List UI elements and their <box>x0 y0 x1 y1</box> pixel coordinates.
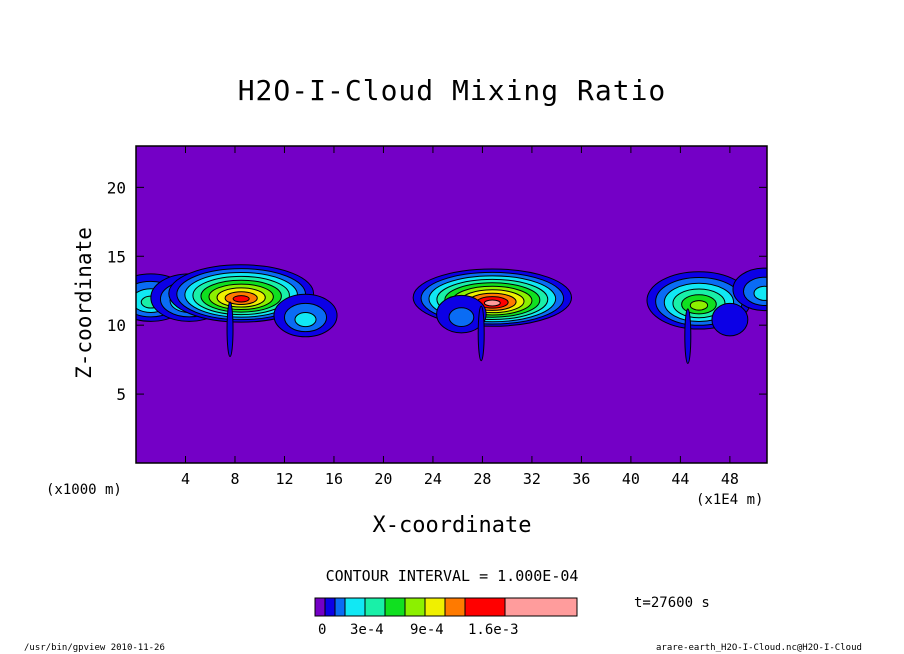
cloud-streak <box>226 301 234 358</box>
colorbar-swatch <box>384 597 406 617</box>
x-unit-label: (x1000 m) <box>46 482 122 498</box>
contour-band <box>711 302 749 337</box>
chart-title: H2O-I-Cloud Mixing Ratio <box>237 74 667 107</box>
colorbar-swatch <box>404 597 426 617</box>
y-tick-label: 20 <box>107 178 126 197</box>
streak-layer <box>226 301 692 364</box>
y-tick-label: 15 <box>107 247 126 266</box>
x-scale-label: (x1E4 m) <box>696 492 764 508</box>
y-axis-label: Z-coordinate <box>72 227 96 379</box>
contour-band <box>294 311 317 328</box>
footer-left: /usr/bin/gpview 2010-11-26 <box>24 643 165 653</box>
x-tick-label: 4 <box>181 470 190 488</box>
x-tick-label: 36 <box>572 470 590 488</box>
footer-right: arare-earth_H2O-I-Cloud.nc@H2O-I-Cloud <box>656 643 862 653</box>
cloud-streak <box>477 305 485 362</box>
colorbar-swatch <box>444 597 466 617</box>
colorbar-swatch <box>344 597 366 617</box>
y-axis: 5 10 15 20 <box>107 178 767 404</box>
colorbar-label: 0 <box>318 622 326 638</box>
plot-frame <box>135 145 768 464</box>
x-tick-label: 32 <box>523 470 541 488</box>
x-tick-label: 48 <box>721 470 739 488</box>
x-tick-label: 40 <box>622 470 640 488</box>
colorbar-swatch <box>364 597 386 617</box>
contour-interval-label: CONTOUR INTERVAL = 1.000E-04 <box>325 567 579 585</box>
contour-band <box>483 299 501 307</box>
time-label: t=27600 s <box>634 595 710 611</box>
colorbar-swatch <box>324 597 336 617</box>
contour-band <box>448 307 475 328</box>
contour-band <box>753 285 767 301</box>
x-tick-label: 8 <box>230 470 239 488</box>
colorbar-swatch <box>464 597 506 617</box>
colorbar-swatch <box>314 597 326 617</box>
colorbar-label: 3e-4 <box>350 622 384 638</box>
y-tick-label: 5 <box>116 385 126 404</box>
colorbar-swatch <box>424 597 446 617</box>
cloud-streak <box>684 308 692 364</box>
x-tick-label: 24 <box>424 470 442 488</box>
x-tick-label: 12 <box>275 470 293 488</box>
x-axis: 4 8 12 16 20 24 28 32 36 40 44 48 <box>181 146 739 488</box>
colorbar-swatch <box>504 597 578 617</box>
x-tick-label: 28 <box>473 470 491 488</box>
colorbar-label: 9e-4 <box>410 622 444 638</box>
contour-band <box>689 300 709 311</box>
x-tick-label: 44 <box>671 470 689 488</box>
contour-band <box>232 295 250 303</box>
x-tick-label: 20 <box>374 470 392 488</box>
colorbar-label: 1.6e-3 <box>468 622 519 638</box>
colorbar-swatch <box>334 597 346 617</box>
y-tick-label: 10 <box>107 316 126 335</box>
colorbar: 0 3e-4 9e-4 1.6e-3 <box>314 597 578 638</box>
contour-layer <box>136 264 767 338</box>
x-tick-label: 16 <box>325 470 343 488</box>
x-axis-label: X-coordinate <box>372 513 532 538</box>
